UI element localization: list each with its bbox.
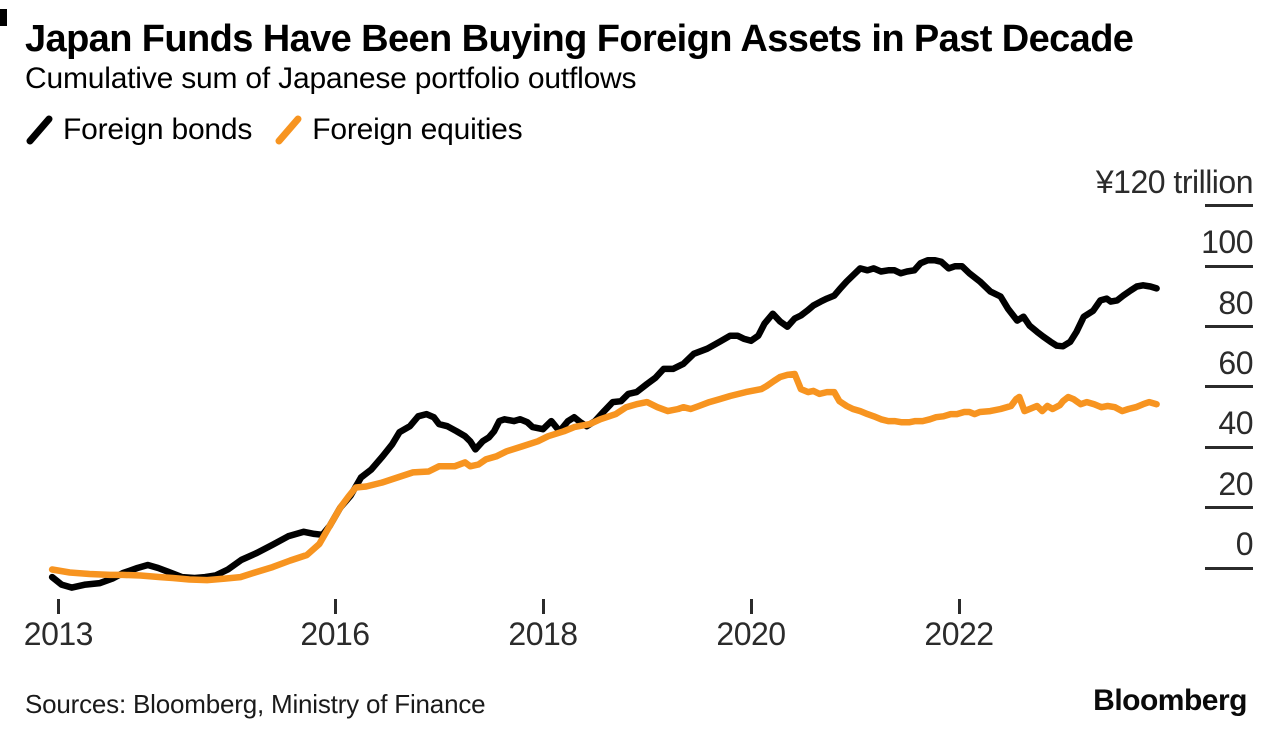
y-tick-label: 0 [1235, 526, 1254, 562]
x-tick-label: 2018 [508, 616, 578, 652]
legend-item: Foreign bonds [25, 113, 252, 147]
y-tick-line [1205, 506, 1253, 510]
page-title: Japan Funds Have Been Buying Foreign Ass… [25, 18, 1134, 60]
legend: Foreign bonds Foreign equities [25, 112, 544, 148]
x-tick-label: 2020 [716, 616, 786, 652]
sources-note: Sources: Bloomberg, Ministry of Finance [25, 689, 486, 719]
x-tick-mark [541, 599, 545, 614]
y-tick-label: 100 [1201, 224, 1253, 261]
legend-slash-icon [275, 115, 302, 145]
y-tick-label: 80 [1218, 284, 1253, 321]
foreign-equities-line-series [48, 370, 1160, 584]
chart-subtitle: Cumulative sum of Japanese portfolio out… [25, 62, 637, 95]
legend-item: Foreign equities [274, 113, 523, 147]
y-tick-line [1205, 566, 1253, 570]
foreign-bonds-line-series [48, 257, 1160, 591]
x-tick-label: 2013 [23, 616, 94, 652]
x-tick-mark [56, 599, 60, 614]
y-tick-label: 20 [1218, 465, 1253, 502]
y-tick-line [1205, 204, 1253, 208]
x-tick-mark [749, 599, 753, 614]
x-tick-mark [333, 599, 337, 614]
y-tick-label: 40 [1218, 405, 1253, 442]
corner-mark [0, 9, 7, 26]
legend-slash-icon [26, 115, 53, 145]
x-tick-mark [957, 599, 961, 614]
bloomberg-logo: Bloomberg [1093, 684, 1247, 717]
y-tick-line [1205, 385, 1253, 389]
x-tick-label: 2022 [924, 616, 994, 652]
y-tick-line [1205, 264, 1253, 268]
legend-label: Foreign bonds [63, 113, 253, 146]
y-tick-line [1205, 445, 1253, 449]
legend-label: Foreign equities [312, 113, 523, 146]
y-tick-line [1205, 325, 1253, 329]
x-tick-label: 2016 [300, 616, 370, 652]
y-tick-label: ¥120 trillion [1095, 163, 1254, 200]
y-tick-label: 60 [1218, 344, 1253, 381]
